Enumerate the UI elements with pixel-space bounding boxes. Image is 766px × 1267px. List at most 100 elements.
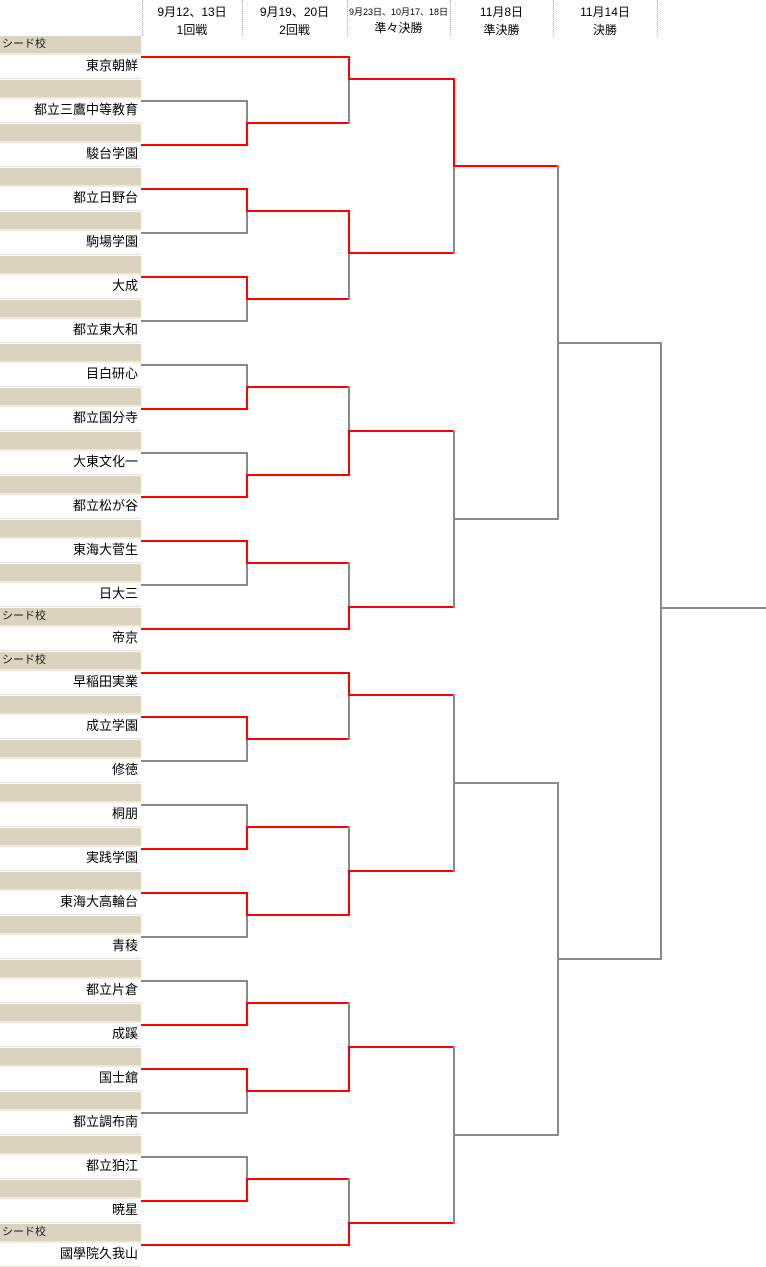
team-name-cell: 駿台学園	[0, 143, 141, 167]
bracket-line-v	[660, 342, 662, 607]
bracket-line-v	[557, 782, 559, 958]
winner-advance-line	[557, 342, 662, 344]
bracket-line-v	[453, 782, 455, 872]
team-entry-line	[141, 716, 248, 718]
round-date: 11月8日	[479, 5, 524, 19]
winner-advance-line	[246, 562, 350, 564]
team-slot-bar	[0, 124, 141, 143]
winner-advance-line	[246, 1090, 350, 1092]
winner-advance-line	[453, 782, 559, 784]
team-name-cell: 都立片倉	[0, 979, 141, 1003]
team-name-cell: 青稜	[0, 935, 141, 959]
team-entry-line	[141, 188, 248, 190]
team-entry-line	[141, 276, 248, 278]
seed-bar: シード校	[0, 652, 141, 671]
bracket-line-v	[453, 518, 455, 608]
team-entry-line	[141, 936, 248, 938]
team-slot-bar	[0, 344, 141, 363]
team-name-cell: 都立東大和	[0, 319, 141, 343]
team-slot-bar	[0, 740, 141, 759]
winner-advance-line	[660, 607, 766, 609]
bracket-line-v	[348, 870, 350, 916]
header-divider	[142, 0, 143, 36]
team-slot-bar	[0, 1004, 141, 1023]
team-entry-line	[141, 1112, 248, 1114]
bracket-line-v	[246, 804, 248, 826]
team-slot-bar	[0, 1048, 141, 1067]
team-name-cell: 都立調布南	[0, 1111, 141, 1135]
round-name: 2回戦	[279, 23, 310, 37]
team-slot-bar	[0, 960, 141, 979]
bracket-line-v	[246, 738, 248, 762]
team-entry-line	[141, 672, 350, 674]
team-slot-bar	[0, 520, 141, 539]
bracket-line-v	[246, 188, 248, 210]
team-slot-bar	[0, 872, 141, 891]
header-divider	[450, 0, 451, 36]
winner-advance-line	[246, 474, 350, 476]
team-name-cell: 都立日野台	[0, 187, 141, 211]
bracket-line-v	[246, 1156, 248, 1178]
team-name-cell: 暁星	[0, 1199, 141, 1223]
seed-label: シード校	[2, 654, 46, 666]
bracket-line-v	[453, 1046, 455, 1134]
team-name-cell: 都立松が谷	[0, 495, 141, 519]
round-header: 9月23日、10月17、18日 準々決勝	[347, 0, 450, 36]
round-date: 9月12、13日	[157, 5, 227, 19]
team-entry-line	[141, 364, 248, 366]
round-name: 1回戦	[176, 23, 208, 37]
team-slot-bar	[0, 564, 141, 583]
team-name-cell: 東京朝鮮	[0, 55, 141, 79]
bracket-line-v	[348, 1222, 350, 1246]
bracket-line-v	[246, 1090, 248, 1114]
bracket-line-v	[348, 78, 350, 124]
team-entry-line	[141, 1200, 248, 1202]
team-name-cell: 國學院久我山	[0, 1243, 141, 1267]
team-slot-bar	[0, 388, 141, 407]
bracket-line-v	[246, 980, 248, 1002]
team-name-cell: 都立狛江	[0, 1155, 141, 1179]
bracket-line-v	[246, 210, 248, 234]
bracket-line-v	[453, 694, 455, 782]
round-date: 9月19、20日	[259, 5, 330, 19]
team-entry-line	[141, 584, 248, 586]
team-name-cell: 国士舘	[0, 1067, 141, 1091]
winner-advance-line	[348, 870, 455, 872]
winner-advance-line	[246, 298, 350, 300]
header-divider	[657, 0, 658, 36]
team-entry-line	[141, 892, 248, 894]
seed-label: シード校	[2, 1226, 46, 1238]
winner-advance-line	[246, 386, 350, 388]
team-name-cell: 大東文化一	[0, 451, 141, 475]
winner-advance-line	[348, 1222, 455, 1224]
seed-label: シード校	[2, 38, 46, 50]
team-name-cell: 都立国分寺	[0, 407, 141, 431]
team-entry-line	[141, 56, 350, 58]
winner-advance-line	[246, 826, 350, 828]
bracket-line-v	[348, 386, 350, 430]
team-slot-bar	[0, 1180, 141, 1199]
bracket-line-v	[348, 606, 350, 630]
team-entry-line	[141, 540, 248, 542]
team-entry-line	[141, 1024, 248, 1026]
bracket-line-v	[246, 892, 248, 914]
team-entry-line	[141, 980, 248, 982]
bracket-line-v	[453, 430, 455, 518]
team-entry-line	[141, 232, 248, 234]
bracket-line-v	[246, 276, 248, 298]
winner-advance-line	[453, 518, 559, 520]
bracket-line-v	[557, 342, 559, 520]
seed-bar: シード校	[0, 36, 141, 55]
bracket-line-v	[348, 1178, 350, 1222]
bracket-line-v	[246, 364, 248, 386]
bracket-line-v	[246, 1068, 248, 1090]
bracket-line-v	[246, 1178, 248, 1202]
team-slot-bar	[0, 696, 141, 715]
bracket-line-v	[348, 672, 350, 694]
bracket-line-v	[348, 252, 350, 300]
team-entry-line	[141, 1244, 350, 1246]
winner-advance-line	[348, 694, 455, 696]
bracket-line-v	[246, 1002, 248, 1026]
team-name-cell: 都立三鷹中等教育	[0, 99, 141, 123]
